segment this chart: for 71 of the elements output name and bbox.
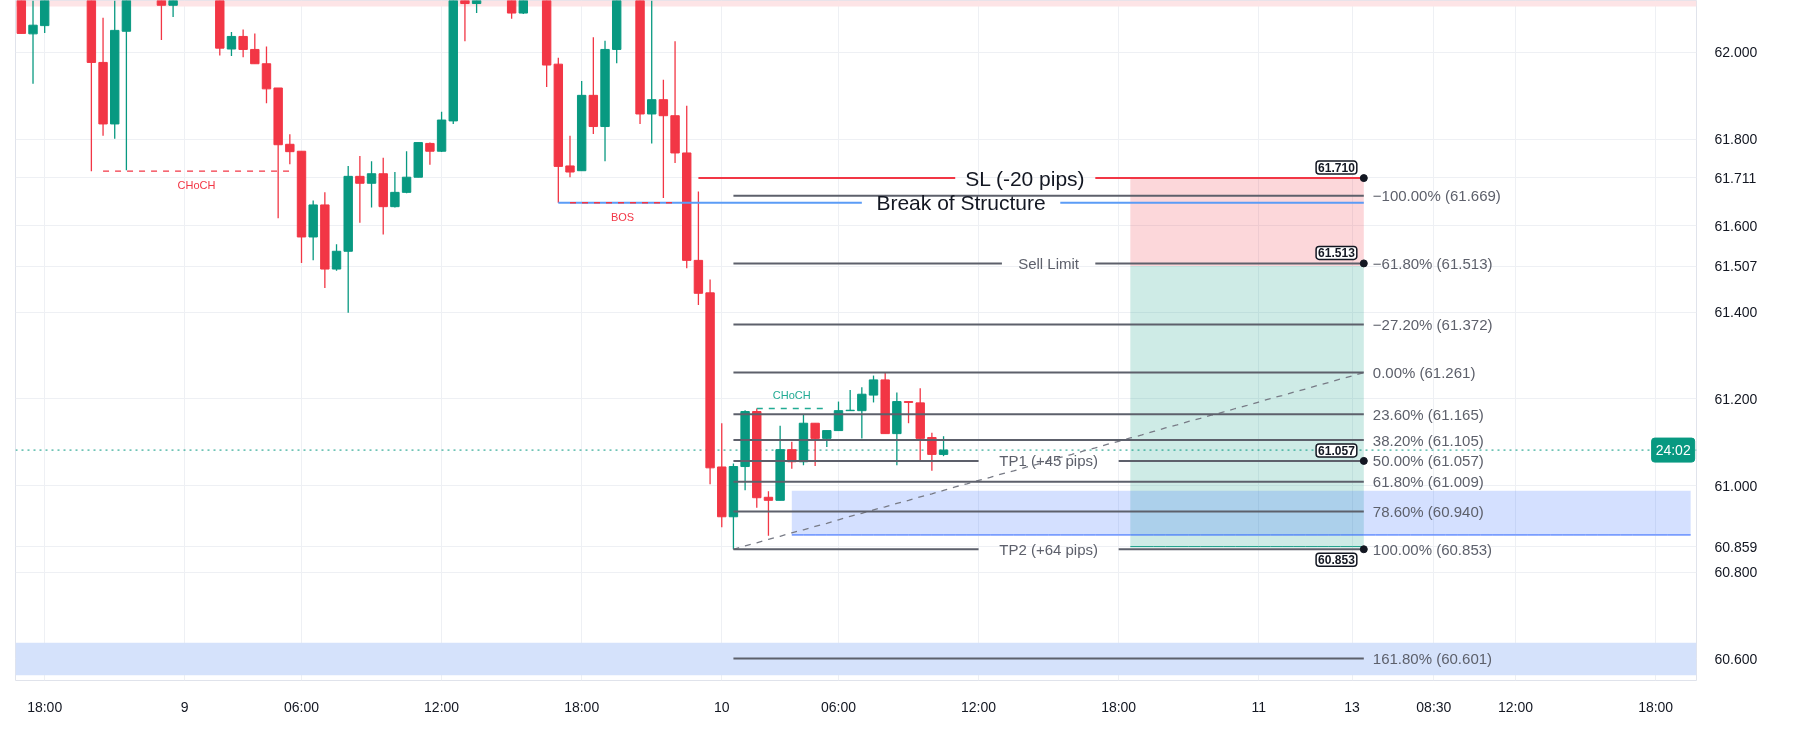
x-tick-label: 18:00 xyxy=(27,698,63,715)
candlestick xyxy=(355,155,365,224)
y-tick-label: 61.200 xyxy=(1714,390,1758,407)
series-label: Sell Limit xyxy=(1018,254,1080,272)
x-tick-label: 06:00 xyxy=(820,698,857,715)
candlestick xyxy=(763,490,774,537)
candlestick xyxy=(238,28,248,58)
candlestick xyxy=(331,243,342,272)
candlestick xyxy=(938,435,949,457)
data-label: 61.710 xyxy=(1318,161,1356,176)
y-tick-label: 60.859 xyxy=(1714,538,1758,555)
y-tick-label: 61.400 xyxy=(1714,304,1758,321)
data-label: 161.80% (60.601) xyxy=(1372,649,1493,667)
candlestick xyxy=(903,400,914,424)
series-label: SL (-20 pips) xyxy=(965,166,1085,190)
x-tick-label: 9 xyxy=(180,698,189,715)
candlestick xyxy=(250,32,260,65)
candlestick xyxy=(401,150,412,194)
data-label: 61.057 xyxy=(1318,443,1356,458)
candlestick xyxy=(156,0,167,41)
series-label: Break of Structure xyxy=(876,191,1046,215)
x-tick-label: 10 xyxy=(713,698,730,715)
data-label: 60.853 xyxy=(1318,553,1356,568)
candlestick xyxy=(28,0,38,85)
x-tick-label: 18:00 xyxy=(1638,698,1674,715)
y-tick-label: 61.507 xyxy=(1714,258,1758,274)
candlestick xyxy=(810,422,820,467)
data-label: 38.20% (61.105) xyxy=(1372,431,1484,449)
x-tick-label: 12:00 xyxy=(1498,698,1534,715)
x-tick-label: 12:00 xyxy=(961,698,997,715)
data-label: 50.00% (61.057) xyxy=(1372,452,1484,470)
data-label: 78.60% (60.940) xyxy=(1372,503,1484,521)
candlestick xyxy=(857,386,867,440)
candlestick xyxy=(366,160,377,209)
candlestick xyxy=(868,374,879,404)
x-tick-label: 18:00 xyxy=(1101,698,1137,715)
y-tick-label: 61.800 xyxy=(1714,131,1758,148)
y-tick-label: 61.711 xyxy=(1714,169,1757,186)
series-label: CHoCH xyxy=(177,179,216,192)
x-tick-label: 08:30 xyxy=(1416,698,1452,715)
candlestick xyxy=(390,171,400,209)
candlestick xyxy=(565,134,575,178)
data-label: 23.60% (61.165) xyxy=(1372,405,1484,423)
data-label: 0.00% (61.261) xyxy=(1372,364,1476,382)
series-label: TP1 (+45 pips) xyxy=(999,452,1099,470)
y-tick-label: 61.000 xyxy=(1714,477,1758,494)
y-tick-label: 61.600 xyxy=(1714,217,1758,234)
y-tick-label: 60.800 xyxy=(1714,564,1758,581)
x-tick-label: 12:00 xyxy=(424,698,460,715)
data-label: 61.513 xyxy=(1318,246,1356,261)
candlestick xyxy=(647,0,657,145)
candlestick xyxy=(285,133,295,165)
candlestick xyxy=(658,79,669,199)
x-tick-label: 06:00 xyxy=(283,698,320,715)
y-tick-label: 60.600 xyxy=(1714,650,1758,667)
y-tick-label: 62.000 xyxy=(1714,44,1758,61)
series-label: TP2 (+64 pips) xyxy=(999,540,1099,558)
series-label: CHoCH xyxy=(772,388,811,401)
data-label: −27.20% (61.372) xyxy=(1372,315,1493,333)
data-label: 61.80% (61.009) xyxy=(1372,473,1484,491)
candlestick xyxy=(168,0,178,18)
series-label: BOS xyxy=(610,210,635,223)
data-label: −100.00% (61.669) xyxy=(1372,187,1501,205)
annotation: 24:02 xyxy=(1655,442,1691,459)
x-tick-label: 13 xyxy=(1344,698,1361,715)
data-label: 100.00% (60.853) xyxy=(1372,540,1493,558)
candlestick xyxy=(226,31,237,57)
candlestick xyxy=(460,0,470,42)
x-tick-label: 18:00 xyxy=(564,698,600,715)
x-tick-label: 11 xyxy=(1251,698,1267,715)
data-label: −61.80% (61.513) xyxy=(1372,254,1493,272)
